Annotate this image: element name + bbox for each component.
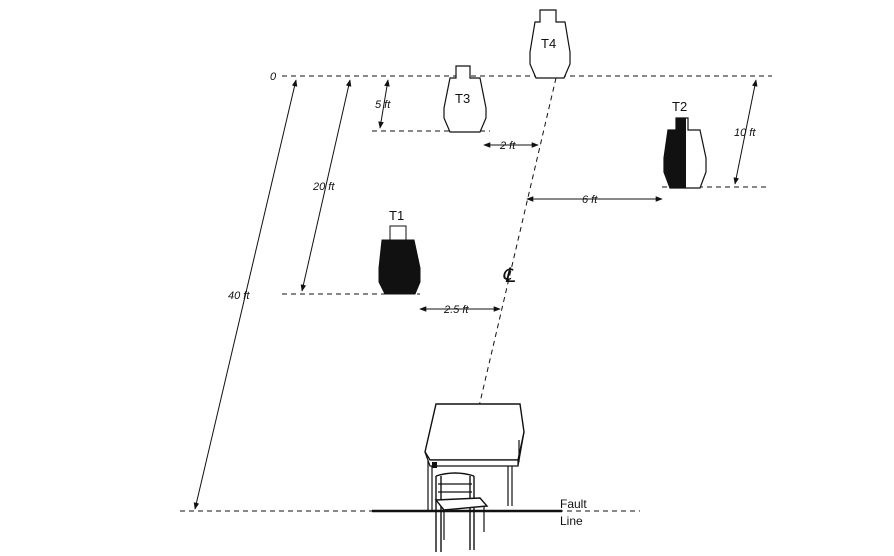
zero-label: 0 [270,71,277,83]
dim-10ft-arrow [733,79,758,185]
fault-line-label-2: Line [560,514,583,528]
target-t1 [378,225,421,295]
target-t1-label: T1 [389,208,404,223]
dim-2-5ft-label: 2.5 ft [443,304,469,316]
target-t4-label: T4 [541,36,556,51]
dim-5ft-arrow [378,79,390,129]
centerline-symbol: ℄ [502,263,516,287]
chair [434,472,489,552]
centerline [465,77,557,463]
table [424,403,525,510]
dim-5ft-label: 5 ft [375,99,391,111]
dim-2ft-label: 2 ft [499,140,516,152]
target-t2-label: T2 [672,99,687,114]
dim-20ft-arrow [300,79,352,292]
dim-40ft-arrow [193,79,298,510]
target-t3-label: T3 [455,91,470,106]
fault-line-label-1: Fault [560,497,587,511]
dim-40ft-label: 40 ft [228,290,250,302]
target-t4 [529,9,571,79]
dim-10ft-label: 10 ft [734,127,756,139]
dim-6ft-label: 6 ft [582,194,598,206]
target-t3 [443,65,487,133]
dim-20ft-label: 20 ft [312,181,335,193]
target-t2 [663,117,707,189]
